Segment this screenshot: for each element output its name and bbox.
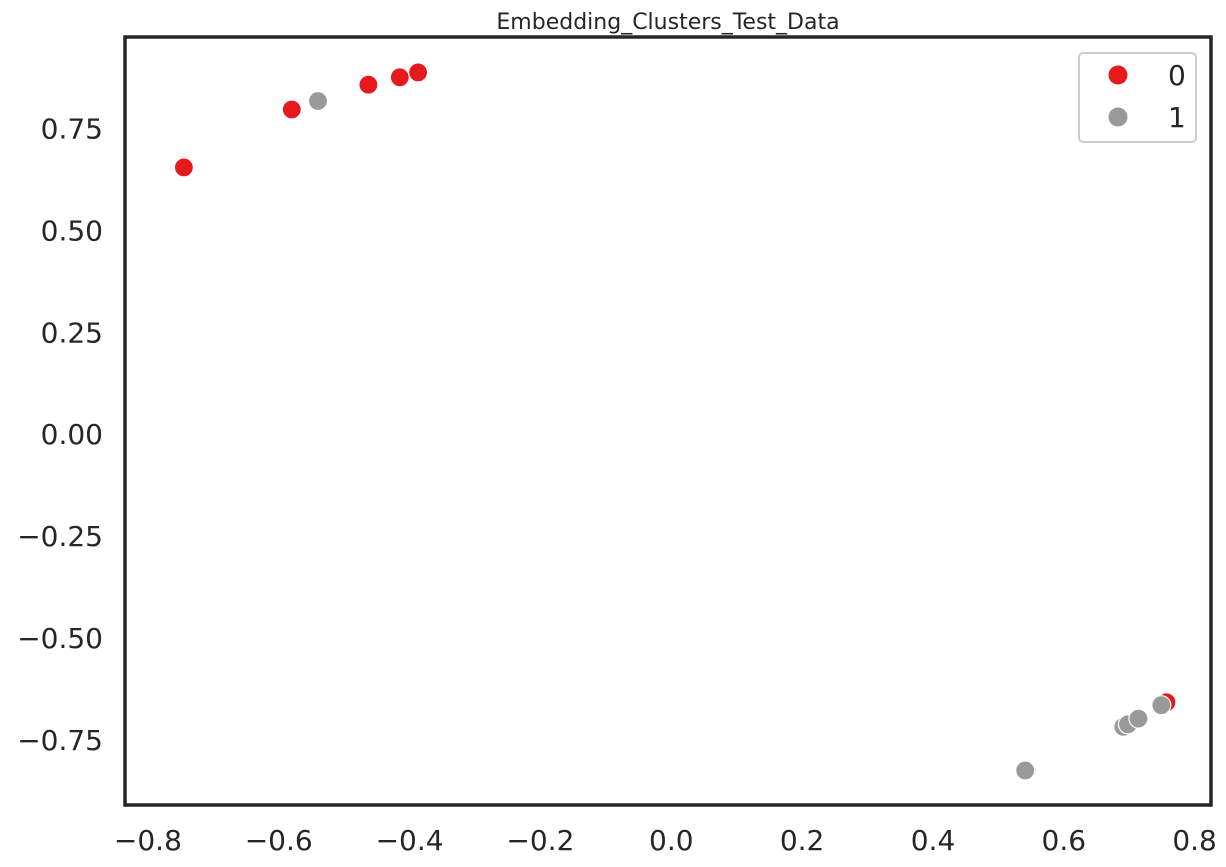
point-series-1-4 <box>1128 708 1149 729</box>
x-tick-label: −0.2 <box>506 824 574 857</box>
x-tick-label: 0.2 <box>780 824 825 857</box>
point-series-1-0 <box>307 90 329 112</box>
point-series-0-4 <box>408 62 429 83</box>
x-tick-label: −0.6 <box>245 824 313 857</box>
x-tick-label: 0.6 <box>1042 824 1087 857</box>
legend-marker-0 <box>1108 65 1128 85</box>
x-tick-label: −0.8 <box>114 824 182 857</box>
legend-label-0: 0 <box>1168 59 1186 92</box>
point-series-0-3 <box>389 67 410 88</box>
x-tick-label: −0.4 <box>376 824 444 857</box>
y-tick-label: 0.00 <box>41 418 103 451</box>
legend: 01 <box>1078 52 1197 143</box>
point-series-0-0 <box>173 157 194 178</box>
point-series-1-1 <box>1015 760 1036 781</box>
point-series-1-5 <box>1151 695 1172 716</box>
points-layer <box>173 62 1177 781</box>
y-tick-label: −0.75 <box>17 724 103 757</box>
x-tick-label: 0.8 <box>1172 824 1217 857</box>
plot-frame <box>123 35 1213 807</box>
y-tick-label: −0.50 <box>17 622 103 655</box>
y-tick-label: −0.25 <box>17 520 103 553</box>
y-tick-label: 0.75 <box>41 113 103 146</box>
x-tick-label: 0.0 <box>649 824 694 857</box>
chart-title: Embedding_Clusters_Test_Data <box>496 10 839 35</box>
point-series-0-1 <box>281 99 302 120</box>
x-tick-label: 0.4 <box>911 824 956 857</box>
legend-marker-1 <box>1108 107 1128 127</box>
legend-box <box>1078 52 1197 143</box>
y-tick-label: 0.50 <box>41 215 103 248</box>
y-axis: 0.75 0.50 0.25 0.00 −0.25 −0.50 −0.75 <box>17 113 103 757</box>
y-tick-label: 0.25 <box>41 316 103 349</box>
legend-label-1: 1 <box>1168 101 1186 134</box>
x-axis: −0.8 −0.6 −0.4 −0.2 0.0 0.2 0.4 0.6 0.8 <box>114 824 1217 857</box>
point-series-0-2 <box>358 74 379 95</box>
